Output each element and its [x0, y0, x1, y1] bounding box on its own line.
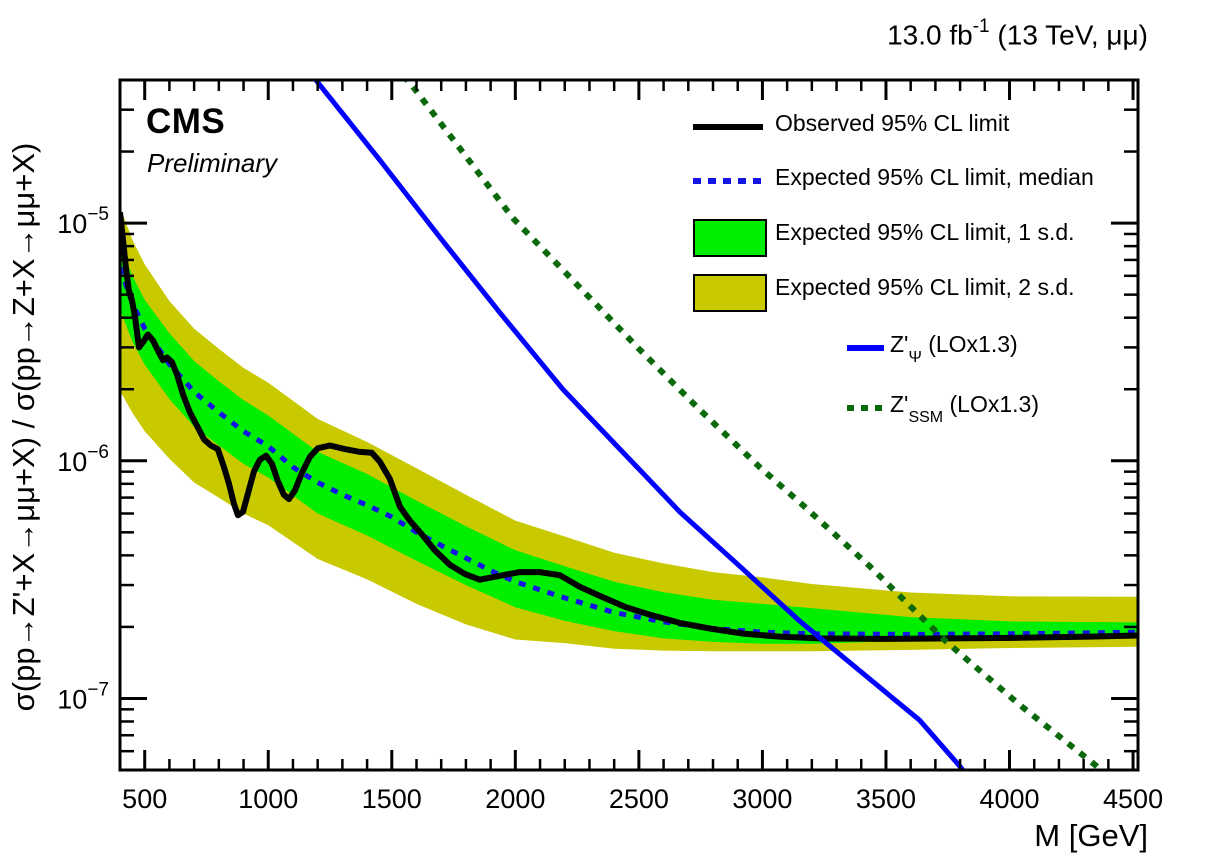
legend-label-expected-median: Expected 95% CL limit, median — [775, 163, 1094, 190]
legend-label-1sd-band: Expected 95% CL limit, 1 s.d. — [775, 218, 1075, 245]
preliminary-label: Preliminary — [147, 148, 278, 178]
luminosity-label: 13.0 fb-1 (13 TeV, μμ) — [887, 16, 1148, 51]
band-2sd — [120, 206, 1138, 652]
lumi-suffix: (13 TeV, μμ) — [989, 19, 1148, 51]
x-tick-label: 500 — [122, 784, 167, 814]
y-axis-label: σ(pp→Z'+X→μμ+X) / σ(pp→Z+X→μμ+X) — [6, 142, 41, 712]
observed-line-swatch — [693, 124, 763, 130]
legend: Observed 95% CL limit Expected 95% CL li… — [690, 100, 1160, 440]
zpsi-line-swatch — [847, 345, 884, 351]
legend-label-2sd-band: Expected 95% CL limit, 2 s.d. — [775, 273, 1075, 300]
lumi-superscript: -1 — [972, 16, 990, 37]
observed-curve — [120, 211, 1138, 642]
legend-item-observed: Observed 95% CL limit — [690, 108, 1160, 146]
y-tick-label: 10−6 — [57, 442, 109, 477]
one-sd-band-swatch — [693, 219, 767, 257]
x-tick-label: 3000 — [732, 784, 792, 814]
y-tick-label: 10−7 — [57, 679, 109, 714]
legend-label-zpsi: Z'Ψ (LOx1.3) — [890, 330, 1018, 366]
x-tick-label: 4500 — [1103, 784, 1163, 814]
legend-item-1sd-band: Expected 95% CL limit, 1 s.d. — [690, 217, 1160, 257]
legend-item-expected-median: Expected 95% CL limit, median — [690, 162, 1160, 200]
plot-frame — [118, 78, 1140, 772]
x-tick-label: 3500 — [856, 784, 916, 814]
x-tick-label: 4000 — [979, 784, 1039, 814]
zpsi-theory-curve — [312, 80, 966, 770]
x-axis-label: M [GeV] — [1034, 818, 1148, 853]
x-tick-label: 2500 — [609, 784, 669, 814]
x-tick-label: 1000 — [238, 784, 298, 814]
y-tick-label: 10−5 — [57, 204, 109, 239]
legend-label-observed: Observed 95% CL limit — [775, 109, 1010, 136]
lumi-prefix: 13.0 fb — [887, 19, 973, 51]
x-tick-labels: 500 1000 1500 2000 2500 3000 3500 4000 4500 — [122, 784, 1163, 814]
y-tick-labels: 10−5 10−6 10−7 — [57, 204, 109, 714]
legend-label-zssm: Z'SSM (LOx1.3) — [890, 390, 1039, 426]
x-tick-label: 1500 — [362, 784, 422, 814]
zssm-theory-curve — [402, 80, 1106, 770]
zssm-line-swatch — [847, 405, 884, 411]
plot-area — [120, 80, 1138, 770]
axis-ticks — [120, 80, 1138, 770]
expected-median-line-swatch — [693, 178, 763, 184]
legend-item-zssm: Z'SSM (LOx1.3) — [690, 389, 1160, 427]
two-sd-band-swatch — [693, 274, 767, 312]
cms-logo-text: CMS — [146, 102, 226, 141]
legend-item-2sd-band: Expected 95% CL limit, 2 s.d. — [690, 272, 1160, 312]
legend-item-zpsi: Z'Ψ (LOx1.3) — [690, 329, 1160, 367]
x-tick-label: 2000 — [485, 784, 545, 814]
